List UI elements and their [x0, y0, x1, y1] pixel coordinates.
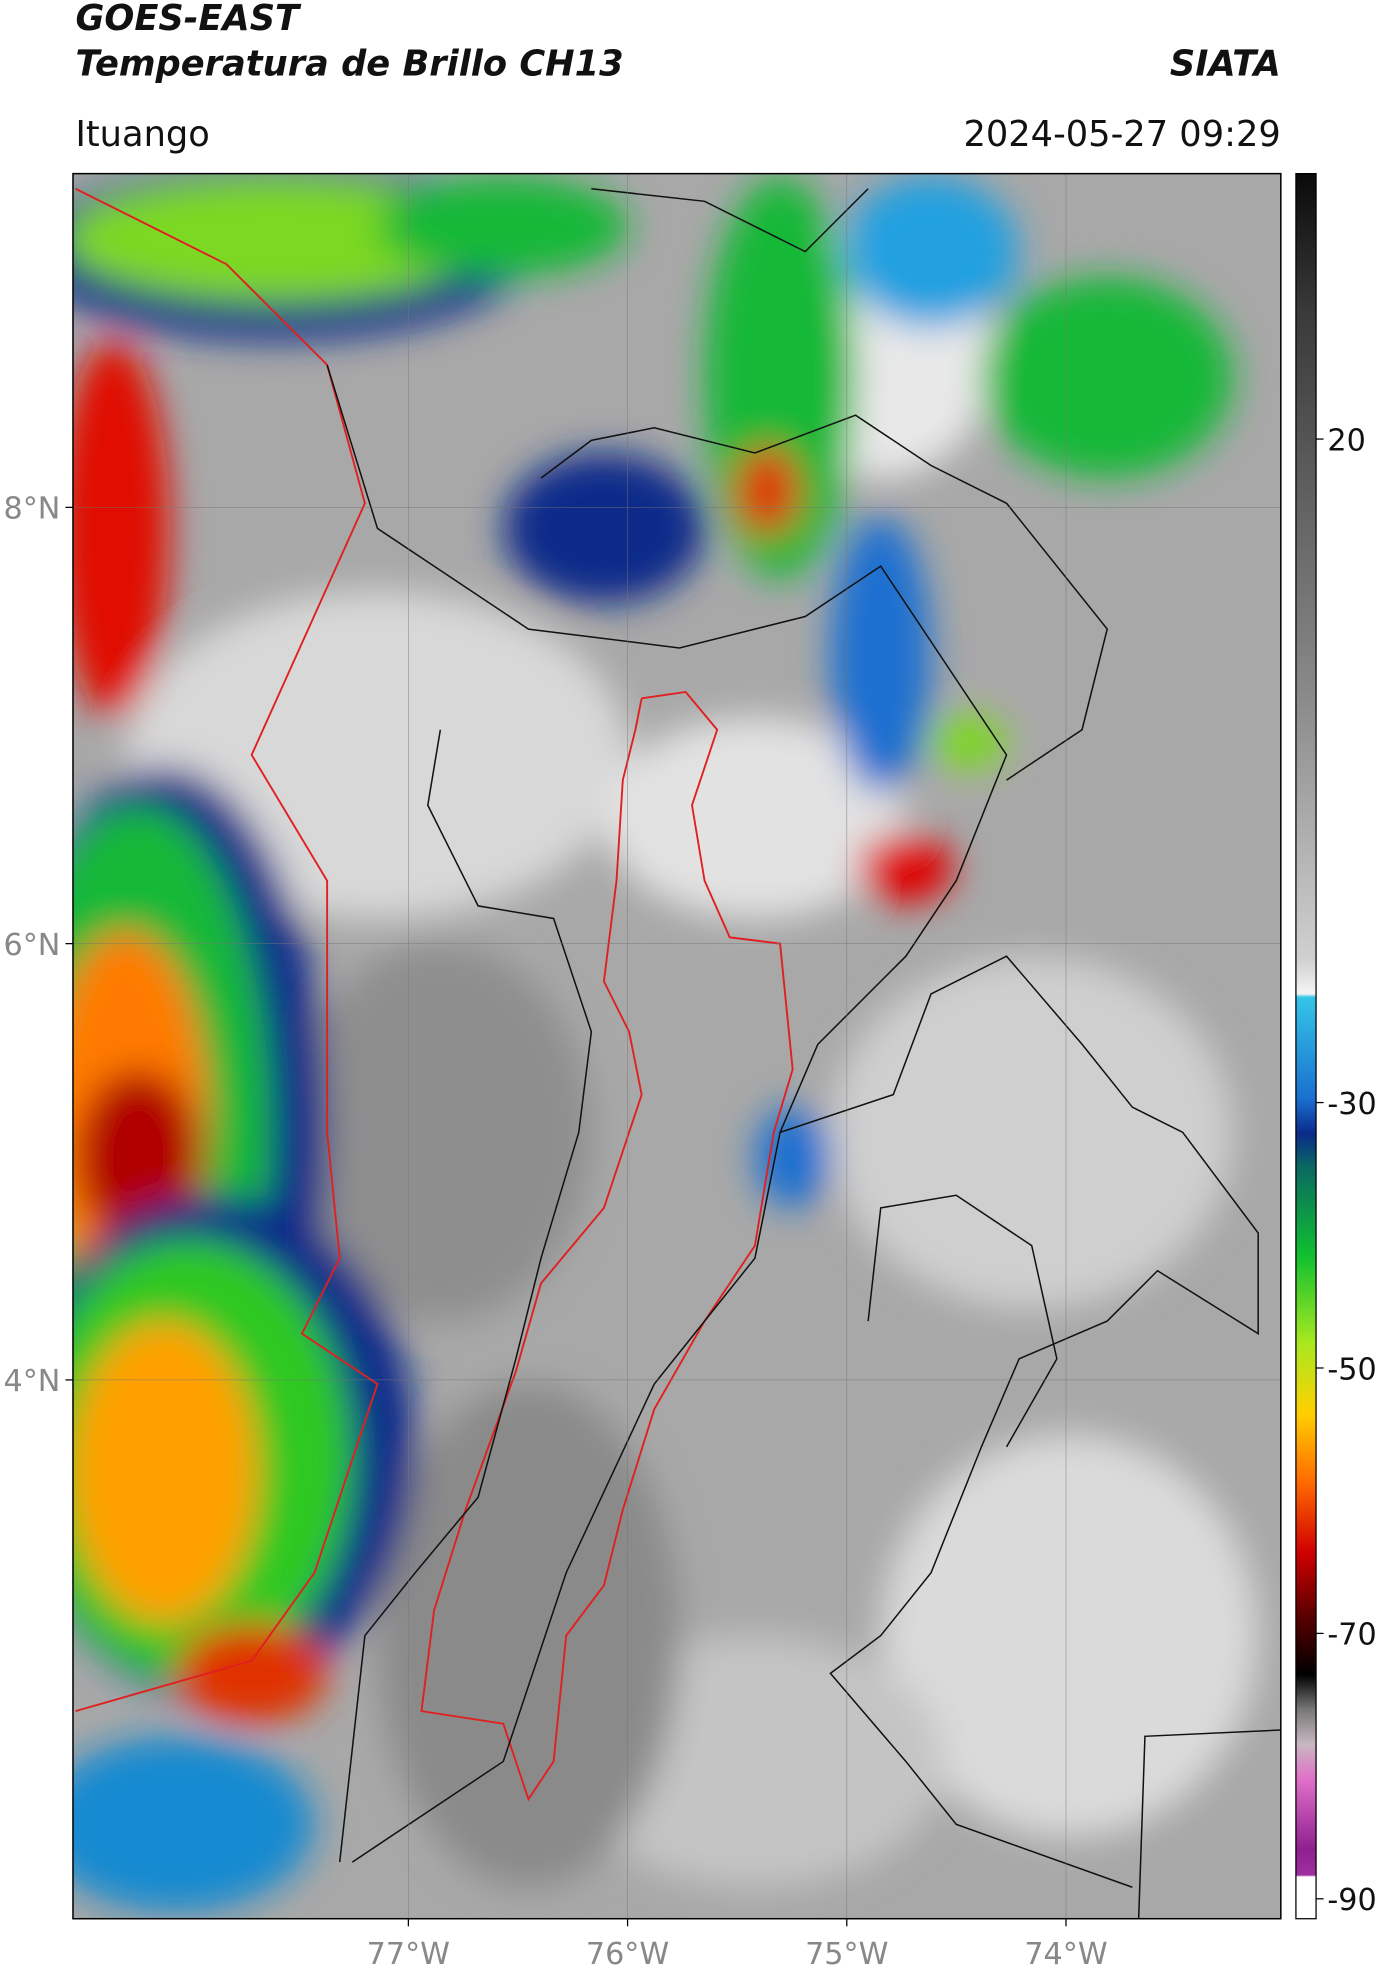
- graticule: 77°W 76°W 75°W 74°W 8°N 6°N 4°N: [4, 173, 1281, 1972]
- borders: [75, 187, 1281, 1919]
- colorbar: [1295, 172, 1317, 1920]
- lon-tick-label: 74°W: [1024, 1937, 1107, 1972]
- colorbar-tick-label: -50: [1327, 1352, 1376, 1387]
- lon-tick-label: 77°W: [367, 1937, 450, 1972]
- lat-tick-label: 8°N: [4, 492, 61, 527]
- title: GOES-EAST: [75, 0, 302, 39]
- lat-tick-label: 6°N: [4, 928, 61, 963]
- lon-tick-label: 75°W: [805, 1937, 888, 1972]
- map-frame: [72, 172, 1282, 1920]
- lon-tick-label: 76°W: [586, 1937, 669, 1972]
- colorbar-ticks: 20 -30 -50 -70 -90: [1316, 423, 1377, 1918]
- lat-tick-label: 4°N: [4, 1364, 61, 1399]
- source: SIATA: [1170, 43, 1281, 84]
- colorbar-tick-label: -30: [1327, 1087, 1376, 1122]
- colorbar-tick-label: -90: [1327, 1883, 1376, 1918]
- colorbar-tick-label: -70: [1327, 1618, 1376, 1653]
- satellite-image: [72, 173, 1281, 1919]
- subtitle: Temperatura de Brillo CH13: [75, 43, 623, 84]
- colorbar-tick-label: 20: [1327, 423, 1365, 458]
- datetime: 2024-05-27 09:29: [963, 114, 1280, 155]
- location: Ituango: [75, 114, 209, 155]
